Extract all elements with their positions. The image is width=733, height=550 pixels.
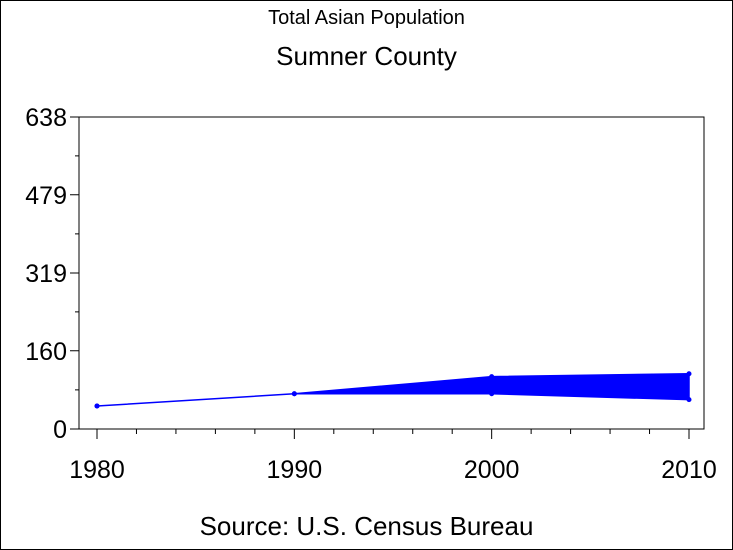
chart-source-note: Source: U.S. Census Bureau bbox=[199, 511, 534, 541]
chart-title: Total Asian Population bbox=[268, 7, 465, 29]
x-tick-label: 1980 bbox=[69, 456, 125, 484]
series-layer bbox=[94, 371, 692, 409]
y-tick-label: 319 bbox=[25, 260, 67, 288]
x-axis: 1980 1990 2000 2010 bbox=[69, 429, 717, 484]
series-lower-point bbox=[291, 391, 297, 397]
series-band bbox=[96, 372, 690, 407]
y-tick-label: 160 bbox=[25, 338, 67, 366]
x-tick-label: 1990 bbox=[267, 456, 323, 484]
series-lower-point bbox=[686, 397, 692, 403]
chart-subtitle: Sumner County bbox=[276, 41, 457, 71]
series-lower-point bbox=[94, 403, 100, 409]
series-upper-point bbox=[489, 374, 495, 380]
y-tick-label: 0 bbox=[53, 416, 67, 444]
x-tick-label: 2010 bbox=[661, 456, 717, 484]
y-tick-label: 479 bbox=[25, 182, 67, 210]
series-upper-point bbox=[686, 371, 692, 377]
series-lower-point bbox=[489, 391, 495, 397]
y-tick-label: 638 bbox=[25, 104, 67, 132]
x-tick-label: 2000 bbox=[464, 456, 520, 484]
y-axis: 0 160 319 479 638 bbox=[25, 104, 79, 444]
